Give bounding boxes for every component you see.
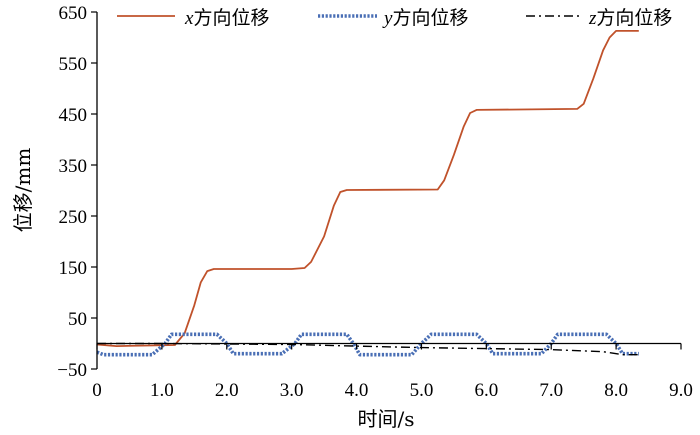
y-tick-label: 650 [59, 3, 88, 24]
y-tick-label: 450 [59, 105, 88, 126]
x-tick-label: 9.0 [669, 380, 693, 401]
series-line-x [96, 30, 639, 347]
legend-label-x: x方向位移 [184, 7, 269, 29]
y-tick-label: 350 [59, 156, 88, 177]
y-tick-label: 150 [59, 258, 88, 279]
y-axis-title: 位移/mm [11, 148, 35, 233]
x-tick-label: 1.0 [150, 380, 174, 401]
y-tick-label: 550 [59, 54, 88, 75]
axes: −50 50 150 250 350 450 550 650 0 1.0 2.0 3.0 4.0 5.0 6… [57, 3, 693, 401]
x-axis-title: 时间/s [357, 407, 414, 431]
y-tick-label: 50 [68, 309, 87, 330]
legend: x方向位移 y方向位移 z方向位移 [117, 7, 672, 29]
series-line-y [96, 332, 639, 357]
y-tick-label: 250 [59, 207, 88, 228]
y-tick-label: −50 [57, 360, 87, 381]
x-tick-label: 5.0 [410, 380, 434, 401]
x-tick-label: 7.0 [539, 380, 563, 401]
x-tick-label: 6.0 [474, 380, 498, 401]
x-tick-label: 3.0 [280, 380, 304, 401]
x-tick-label: 8.0 [604, 380, 628, 401]
x-tick-label: 4.0 [345, 380, 369, 401]
x-tick-label: 0 [92, 380, 102, 401]
series-layer [96, 30, 639, 357]
x-tick-label: 2.0 [215, 380, 239, 401]
legend-label-y: y方向位移 [382, 7, 468, 29]
legend-label-z: z方向位移 [588, 7, 672, 29]
